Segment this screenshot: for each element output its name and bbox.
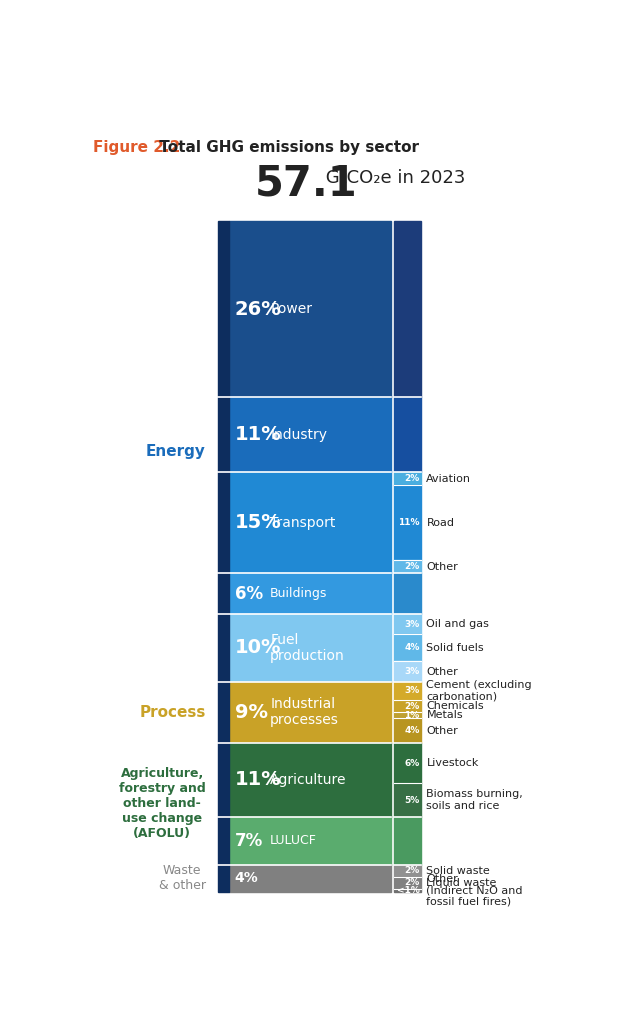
Text: 2%: 2% [404, 474, 420, 483]
Text: Solid fuels: Solid fuels [427, 643, 484, 653]
Bar [394, 877, 421, 889]
Bar [229, 221, 391, 397]
Text: 4%: 4% [404, 726, 420, 735]
Bar [394, 472, 421, 485]
Text: Industry: Industry [270, 428, 327, 441]
Text: 15%: 15% [234, 513, 281, 532]
Text: Waste
& other: Waste & other [159, 864, 205, 892]
Bar [218, 864, 229, 892]
Text: Fuel
production: Fuel production [270, 633, 345, 663]
Bar [229, 742, 391, 817]
Bar [229, 472, 391, 573]
Bar [229, 397, 391, 472]
Text: 9%: 9% [234, 702, 268, 722]
Text: Agriculture: Agriculture [270, 773, 346, 787]
Bar [218, 817, 229, 864]
Text: Chemicals: Chemicals [427, 701, 484, 711]
Bar [394, 682, 421, 700]
Bar [229, 614, 391, 682]
Text: Oil and gas: Oil and gas [427, 620, 490, 629]
Text: 57.1: 57.1 [255, 163, 357, 205]
Text: 7%: 7% [234, 831, 263, 850]
Bar [394, 864, 421, 877]
Bar [218, 221, 229, 397]
Text: Biomass burning,
soils and rice: Biomass burning, soils and rice [427, 790, 523, 811]
Text: GtCO₂e in 2023: GtCO₂e in 2023 [321, 169, 466, 186]
Text: Energy: Energy [146, 444, 205, 459]
Text: Industrial
processes: Industrial processes [270, 697, 339, 727]
Text: 2%: 2% [404, 562, 420, 571]
Text: 11%: 11% [234, 770, 281, 790]
Text: Solid waste: Solid waste [427, 865, 490, 876]
Text: Metals: Metals [427, 711, 463, 720]
Text: Other
(Indirect N₂O and
fossil fuel fires): Other (Indirect N₂O and fossil fuel fire… [427, 873, 523, 906]
Text: 4%: 4% [234, 871, 258, 885]
Text: 1%: 1% [404, 711, 420, 720]
Bar [394, 221, 421, 397]
Bar [229, 864, 391, 892]
Text: 2%: 2% [404, 701, 420, 711]
Text: <1%: <1% [397, 886, 420, 895]
Text: Liquid waste: Liquid waste [427, 878, 497, 888]
Text: Cement (excluding
carbonation): Cement (excluding carbonation) [427, 680, 532, 701]
Bar [218, 682, 229, 742]
Bar [218, 614, 229, 682]
Bar [394, 713, 421, 719]
Bar [394, 719, 421, 742]
Bar [229, 817, 391, 864]
Bar [394, 817, 421, 864]
Text: 3%: 3% [404, 686, 420, 695]
Bar [394, 397, 421, 472]
Text: Process: Process [139, 705, 205, 720]
Text: 3%: 3% [404, 667, 420, 676]
Text: Road: Road [427, 518, 454, 527]
Bar [394, 742, 421, 783]
Bar [218, 472, 229, 573]
Text: 11%: 11% [234, 425, 281, 444]
Bar [394, 614, 421, 635]
Text: Agriculture,
forestry and
other land-
use change
(AFOLU): Agriculture, forestry and other land- us… [119, 767, 205, 840]
Text: Total GHG emissions by sector: Total GHG emissions by sector [154, 140, 420, 156]
Text: Aviation: Aviation [427, 474, 471, 483]
Bar [394, 662, 421, 682]
Text: 2%: 2% [404, 866, 420, 876]
Text: Buildings: Buildings [270, 588, 328, 600]
Bar [394, 573, 421, 614]
Text: Other: Other [427, 667, 458, 677]
Bar [394, 560, 421, 573]
Text: 6%: 6% [234, 585, 263, 603]
Bar [394, 889, 421, 892]
Text: 10%: 10% [234, 638, 281, 657]
Text: Other: Other [427, 562, 458, 571]
Text: Figure 2.2: Figure 2.2 [93, 140, 181, 156]
Bar [394, 635, 421, 662]
Text: 5%: 5% [404, 796, 420, 805]
Text: 4%: 4% [404, 643, 420, 652]
Bar [394, 700, 421, 713]
Text: Other: Other [427, 726, 458, 735]
Text: 26%: 26% [234, 300, 281, 318]
Bar [229, 573, 391, 614]
Text: 6%: 6% [404, 759, 420, 768]
Text: 2%: 2% [404, 879, 420, 887]
Text: Livestock: Livestock [427, 758, 479, 768]
Bar [218, 742, 229, 817]
Text: 3%: 3% [404, 620, 420, 629]
Bar [394, 485, 421, 560]
Bar [229, 682, 391, 742]
Text: Transport: Transport [270, 516, 336, 529]
Text: Power: Power [270, 302, 312, 316]
Text: 11%: 11% [398, 518, 420, 527]
Bar [218, 573, 229, 614]
Bar [394, 783, 421, 817]
Bar [218, 397, 229, 472]
Text: LULUCF: LULUCF [270, 835, 317, 848]
